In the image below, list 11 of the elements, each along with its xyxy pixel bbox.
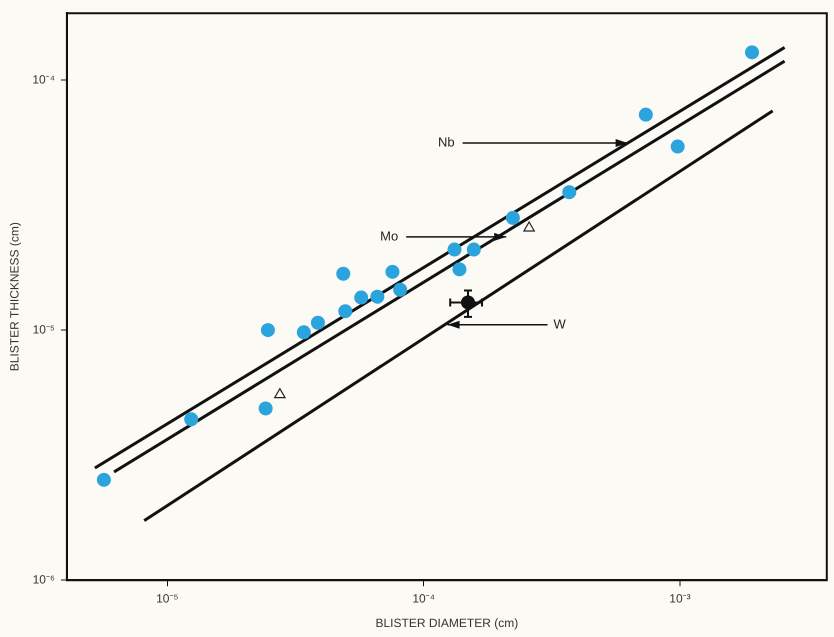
x-tick-label: 10⁻⁴ xyxy=(412,592,435,606)
y-tick-label: 10⁻⁴ xyxy=(32,72,55,86)
annotation: W xyxy=(554,316,567,332)
annotation: Nb xyxy=(438,134,455,150)
annotation: Mo xyxy=(380,228,398,244)
x-axis-title: BLISTER DIAMETER (cm) xyxy=(376,616,518,630)
x-tick-label: 10⁻³ xyxy=(669,592,691,606)
y-tick-label: 10⁻⁵ xyxy=(32,322,55,336)
y-axis-title: BLISTER THICKNESS (cm) xyxy=(8,222,22,372)
x-tick-label: 10⁻⁵ xyxy=(156,592,178,606)
y-tick-label: 10⁻⁶ xyxy=(32,572,55,587)
